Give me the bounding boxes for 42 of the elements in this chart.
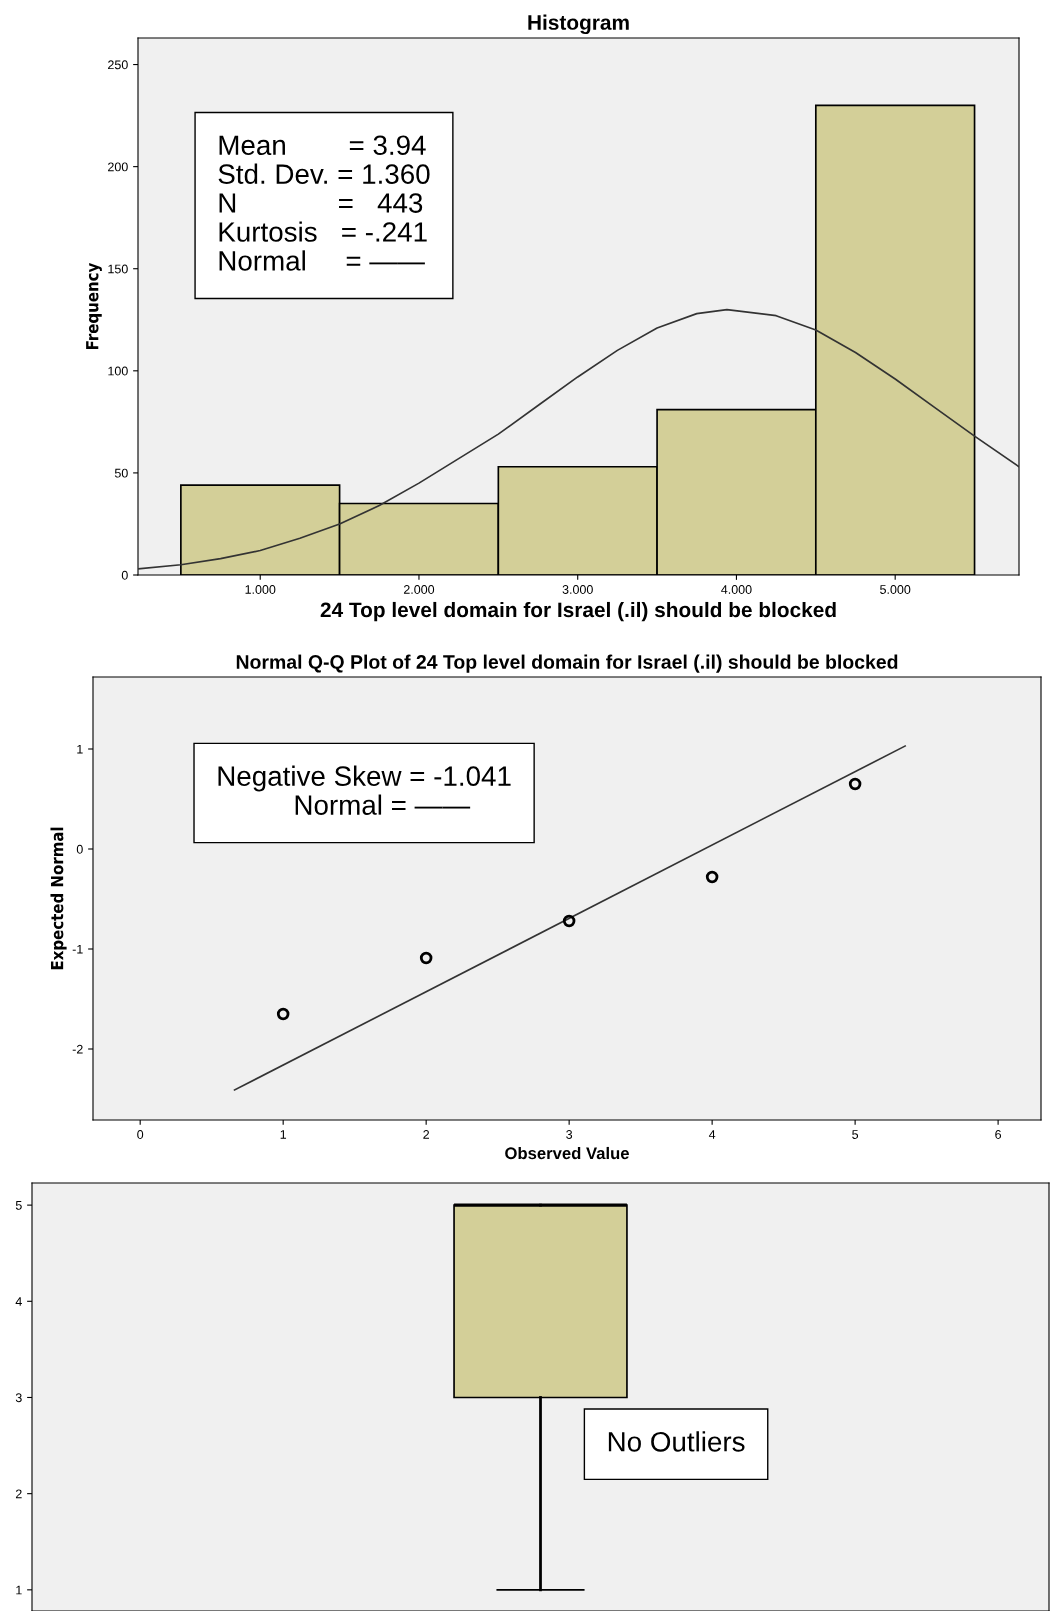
y-axis-title: Expected Normal bbox=[50, 827, 67, 970]
x-tick-label: 2 bbox=[423, 1130, 430, 1139]
x-tick-label: 0 bbox=[137, 1130, 144, 1139]
y-tick-label: 150 bbox=[108, 264, 128, 274]
y-tick-label: 2 bbox=[15, 1489, 22, 1499]
annotation: Negative Skew = -1.041 Normal = —— bbox=[218, 765, 511, 815]
x-axis-title: 24 Top level domain for Israel (.il) should be blocked bbox=[320, 601, 836, 622]
x-tick-label: 3.000 bbox=[562, 585, 593, 594]
x-tick-label: 5 bbox=[852, 1130, 859, 1139]
y-tick-label: 250 bbox=[108, 60, 128, 70]
y-tick-label: 3 bbox=[15, 1393, 22, 1403]
point bbox=[705, 870, 719, 884]
y-tick-label: 0 bbox=[121, 570, 128, 580]
y-tick-label: -2 bbox=[72, 1044, 83, 1054]
x-axis-title: Observed Value bbox=[505, 1146, 629, 1160]
annotation: Mean = 3.94 Std. Dev. = 1.360 N = 443 Kurtosis = -.241 Normal = —— bbox=[218, 135, 430, 271]
x-tick-label: 3 bbox=[566, 1130, 573, 1139]
y-tick-label: -1 bbox=[72, 944, 83, 954]
y-axis-title: Frequency bbox=[86, 262, 102, 349]
x-tick-label: 2.000 bbox=[403, 585, 435, 594]
y-tick-label: 5 bbox=[15, 1201, 22, 1210]
line-series bbox=[138, 308, 1019, 570]
x-tick-label: 5.000 bbox=[880, 585, 911, 594]
x-tick-label: 4.000 bbox=[721, 585, 752, 594]
x-tick-label: 1 bbox=[280, 1130, 287, 1139]
y-tick-label: 1 bbox=[16, 1585, 22, 1595]
chart-title: Histogram bbox=[528, 14, 629, 35]
point bbox=[562, 914, 576, 928]
x-tick-label: 1.000 bbox=[245, 585, 276, 594]
x-tick-label: 6 bbox=[995, 1130, 1002, 1139]
point bbox=[848, 777, 862, 791]
chart-title: Normal Q-Q Plot of 24 Top level domain for Israel (.il) should be blocked bbox=[236, 654, 898, 673]
y-tick-label: 1 bbox=[77, 744, 83, 754]
point bbox=[276, 1007, 290, 1021]
y-tick-label: 100 bbox=[108, 366, 128, 376]
x-tick-label: 4 bbox=[708, 1130, 716, 1139]
y-tick-label: 4 bbox=[15, 1297, 22, 1306]
y-tick-label: 0 bbox=[76, 844, 83, 854]
y-tick-label: 50 bbox=[114, 468, 128, 478]
annotation: No Outliers bbox=[608, 1431, 745, 1452]
y-tick-label: 200 bbox=[108, 162, 128, 172]
point bbox=[419, 951, 433, 965]
